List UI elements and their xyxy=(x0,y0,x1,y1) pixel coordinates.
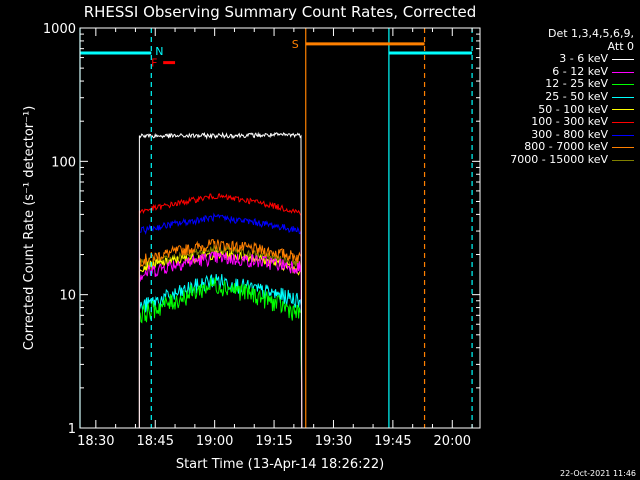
legend-entry: 300 - 800 keV xyxy=(480,127,636,142)
legend-swatch xyxy=(612,71,634,73)
legend-entry-label: 50 - 100 keV xyxy=(538,102,608,116)
legend-entry-label: 3 - 6 keV xyxy=(559,52,608,66)
legend-swatch xyxy=(612,109,634,111)
tick-layer: 18:30 18:45 19:00 19:15 19:30 19:45 20:00 1 10 10… xyxy=(43,22,480,449)
series-line-7000-15000-kev xyxy=(138,244,303,429)
legend-entry: 3 - 6 keV xyxy=(480,53,636,66)
x-tick-label: 19:45 xyxy=(374,434,411,449)
night-label: N xyxy=(155,45,163,58)
legend-swatch xyxy=(612,96,634,98)
legend-entry-label: 6 - 12 keV xyxy=(552,64,608,78)
series-line-100-300-kev xyxy=(138,193,303,429)
legend-entry-label: 100 - 300 keV xyxy=(531,115,608,129)
legend-entry: 6 - 12 keV xyxy=(480,64,636,79)
x-tick-label: 18:30 xyxy=(77,434,114,449)
series-line-800-7000-kev xyxy=(138,238,303,429)
series-line-3-6-kev xyxy=(138,131,303,429)
legend-entry-label: 300 - 800 keV xyxy=(531,127,608,141)
legend-entry: 100 - 300 keV xyxy=(480,116,636,129)
legend-header-detectors: Det 1,3,4,5,6,9, xyxy=(547,27,634,40)
legend-swatch xyxy=(612,134,634,136)
y-tick-label: 1000 xyxy=(43,22,76,37)
legend-entry-label: 25 - 50 keV xyxy=(545,89,608,103)
legend-swatch xyxy=(612,147,634,149)
data-layer xyxy=(138,131,303,429)
flare-label: F xyxy=(151,57,157,70)
annotation-layer: S FN xyxy=(79,28,473,428)
chart-title: RHESSI Observing Summary Count Rates, Co… xyxy=(84,3,477,21)
series-line-12-25-kev xyxy=(138,277,303,429)
plot-frame xyxy=(79,27,481,429)
legend-entry-label: 7000 - 15000 keV xyxy=(510,152,608,166)
legend-entry: 12 - 25 keV xyxy=(480,78,636,91)
series-line-300-800-kev xyxy=(138,212,303,429)
x-tick-label: 19:30 xyxy=(315,434,352,449)
legend-swatch xyxy=(612,84,634,86)
legend-swatch xyxy=(612,58,634,60)
y-tick-label: 100 xyxy=(51,155,76,170)
series-line-6-12-kev xyxy=(138,251,303,429)
legend-entry: 800 - 7000 keV xyxy=(480,141,636,154)
x-tick-label: 19:00 xyxy=(196,434,233,449)
legend-entry: 7000 - 15000 keV xyxy=(480,152,636,167)
y-tick-label: 1 xyxy=(68,422,76,437)
legend-entry: 50 - 100 keV xyxy=(480,102,636,117)
legend-entry-label: 800 - 7000 keV xyxy=(524,140,608,154)
series-line-50-100-kev xyxy=(138,249,303,429)
x-axis-label: Start Time (13-Apr-14 18:26:22) xyxy=(176,457,384,472)
x-tick-label: 20:00 xyxy=(434,434,471,449)
legend-header-attenuator: Att 0 xyxy=(607,39,634,53)
x-tick-label: 18:45 xyxy=(137,434,174,449)
legend-entry-label: 12 - 25 keV xyxy=(545,77,608,91)
saa-label: S xyxy=(292,38,299,51)
y-tick-label: 10 xyxy=(59,289,76,304)
legend: Det 1,3,4,5,6,9, Att 0 3 - 6 keV 6 - 12 k… xyxy=(480,27,636,167)
y-axis-label: Corrected Count Rate (s⁻¹ detector⁻¹) xyxy=(22,106,37,351)
legend-swatch xyxy=(612,121,634,123)
timestamp-footer: 22-Oct-2021 11:46 xyxy=(560,469,636,478)
legend-entry: 25 - 50 keV xyxy=(480,89,636,104)
legend-swatch xyxy=(612,159,634,161)
legend-entries: 3 - 6 keV 6 - 12 keV 12 - 25 keV 25 - 50 ke… xyxy=(480,53,636,166)
x-tick-label: 19:15 xyxy=(255,434,292,449)
